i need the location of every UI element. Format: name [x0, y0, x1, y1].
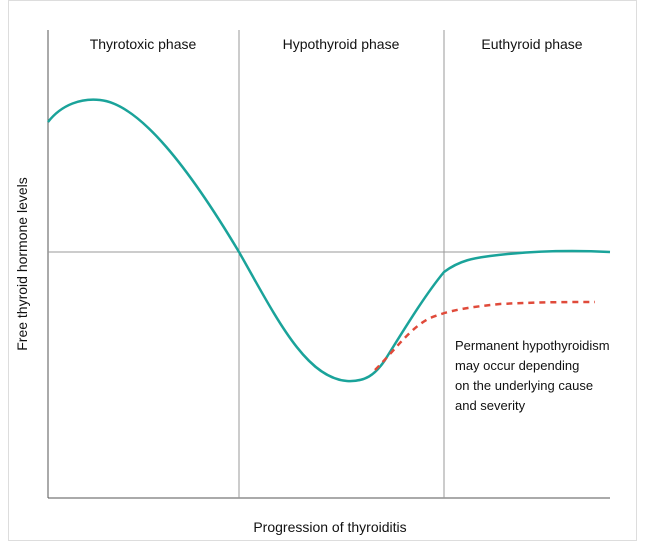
- x-axis-label: Progression of thyroiditis: [253, 519, 406, 535]
- annotation-line: Permanent hypothyroidism: [455, 338, 610, 353]
- annotation-line: and severity: [455, 398, 526, 413]
- annotation-line: on the underlying cause: [455, 378, 593, 393]
- phase-label: Thyrotoxic phase: [90, 36, 197, 52]
- frame: [8, 0, 637, 541]
- hormone-curve: [47, 98, 611, 383]
- phase-label: Hypothyroid phase: [283, 36, 400, 52]
- phase-label: Euthyroid phase: [481, 36, 582, 52]
- annotation-line: may occur depending: [455, 358, 579, 373]
- y-axis-label: Free thyroid hormone levels: [14, 177, 30, 351]
- hypothyroid-curve: [374, 300, 596, 371]
